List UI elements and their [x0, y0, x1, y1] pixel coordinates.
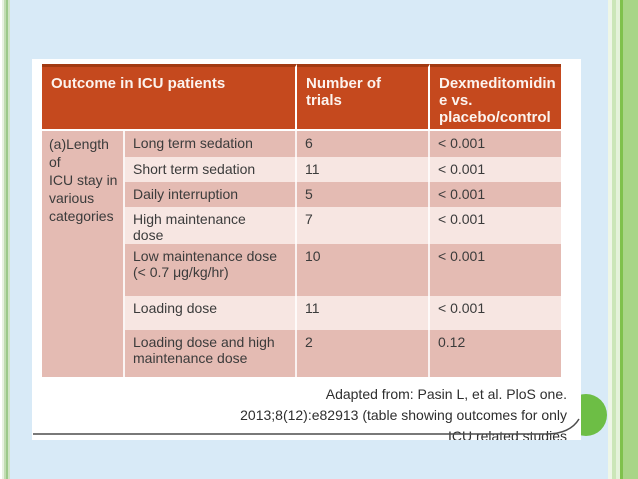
- table-header-dexmeditomidine-vs-placebo: Dexmeditomidin e vs. placebo/control: [430, 64, 561, 131]
- outcomes-table: Outcome in ICU patients Number of trials…: [42, 64, 561, 377]
- row-group-label: (a)Length of ICU stay in various categor…: [42, 131, 125, 377]
- table-cell-outcome: High maintenance dose: [125, 207, 297, 244]
- content-panel: Outcome in ICU patients Number of trials…: [32, 59, 581, 440]
- slide-right-border: [608, 0, 638, 479]
- table-cell-outcome: Loading dose: [125, 296, 297, 330]
- table-cell-outcome: Long term sedation: [125, 131, 297, 157]
- table-cell-pvalue: 0.12: [430, 330, 561, 377]
- table-cell-outcome: Loading dose and high maintenance dose: [125, 330, 297, 377]
- table-cell-trials: 11: [297, 157, 430, 182]
- table-cell-trials: 7: [297, 207, 430, 244]
- slide-left-border: [0, 0, 10, 479]
- table-header-number-of-trials: Number of trials: [297, 64, 430, 131]
- table-cell-pvalue: < 0.001: [430, 244, 561, 296]
- table-cell-outcome: Daily interruption: [125, 182, 297, 207]
- table-header-outcome: Outcome in ICU patients: [42, 64, 297, 131]
- table-cell-trials: 5: [297, 182, 430, 207]
- table-cell-pvalue: < 0.001: [430, 182, 561, 207]
- table-cell-pvalue: < 0.001: [430, 207, 561, 244]
- table-cell-trials: 11: [297, 296, 430, 330]
- table-cell-pvalue: < 0.001: [430, 296, 561, 330]
- table-cell-pvalue: < 0.001: [430, 157, 561, 182]
- citation-text: Adapted from: Pasin L, et al. PloS one. …: [240, 386, 567, 440]
- table-cell-outcome: Short term sedation: [125, 157, 297, 182]
- table-cell-pvalue: < 0.001: [430, 131, 561, 157]
- table-cell-trials: 2: [297, 330, 430, 377]
- table-cell-trials: 10: [297, 244, 430, 296]
- table-cell-outcome: Low maintenance dose (< 0.7 μg/kg/hr): [125, 244, 297, 296]
- table-cell-trials: 6: [297, 131, 430, 157]
